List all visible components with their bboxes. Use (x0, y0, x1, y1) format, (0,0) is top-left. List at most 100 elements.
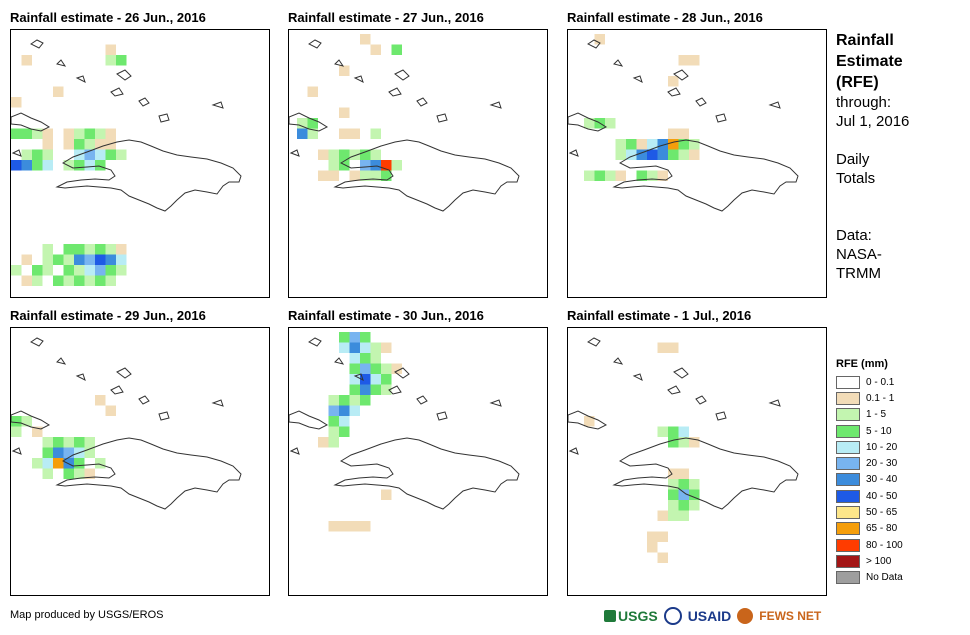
rain-cell (21, 149, 32, 160)
rain-cell (63, 265, 74, 276)
rain-cell (63, 275, 74, 286)
rain-cell (657, 552, 668, 563)
rain-cell (63, 437, 74, 448)
rain-cell (381, 374, 392, 385)
rain-cell (668, 510, 679, 521)
rain-cell (349, 149, 360, 160)
rain-cell (116, 149, 127, 160)
rain-cell (42, 468, 53, 479)
usgs-mark-icon (604, 610, 616, 622)
rain-cell (349, 363, 360, 374)
map-frame (10, 327, 270, 596)
rain-cell (594, 34, 605, 45)
rain-cell (328, 416, 339, 427)
rain-cell (84, 254, 95, 265)
rain-cell (84, 468, 95, 479)
rain-cell (32, 426, 43, 437)
rain-cell (74, 254, 85, 265)
rain-cell (63, 468, 74, 479)
map-frame (10, 29, 270, 298)
rain-cell (307, 118, 318, 129)
rain-cell (11, 265, 22, 276)
rain-cell (689, 149, 700, 160)
rain-cell (328, 437, 339, 448)
coastline (289, 39, 520, 212)
rain-cell (584, 170, 595, 181)
rain-cell (647, 542, 658, 553)
legend-swatch (836, 489, 860, 503)
rain-cell (328, 149, 339, 160)
rain-cell (116, 265, 127, 276)
legend-item: 30 - 40 (836, 472, 903, 488)
rain-cell (32, 160, 43, 171)
daily-label: Daily (836, 151, 870, 168)
rain-cell (63, 128, 74, 139)
rain-cell (584, 416, 595, 427)
rain-cell (95, 265, 106, 276)
coastline (11, 337, 242, 510)
legend-swatch (836, 408, 860, 422)
usaid-logo: USAID (687, 608, 732, 624)
rain-cell (668, 76, 679, 87)
map-frame (567, 327, 827, 596)
legend-label: 20 - 30 (866, 458, 898, 470)
rain-cell (84, 160, 95, 171)
rain-cell (42, 139, 53, 150)
legend-label: 50 - 65 (866, 507, 898, 519)
side-title-line: Rainfall (836, 32, 894, 49)
rain-cell (668, 489, 679, 500)
rain-cell (318, 437, 329, 448)
rain-cell (360, 149, 371, 160)
rain-cell (339, 149, 350, 160)
legend-item: > 100 (836, 553, 903, 569)
rain-cell (63, 160, 74, 171)
rainfall-map (568, 34, 799, 212)
rain-cell (63, 139, 74, 150)
rain-cell (657, 531, 668, 542)
legend-label: 5 - 10 (866, 425, 892, 437)
rain-cell (349, 353, 360, 364)
side-info: Rainfall Estimate (RFE) through: Jul 1, … (836, 30, 966, 283)
rain-cell (297, 128, 308, 139)
rain-cell (370, 374, 381, 385)
coastline (568, 337, 799, 510)
map-frame (567, 29, 827, 298)
legend-label: 1 - 5 (866, 409, 887, 421)
rain-cell (370, 353, 381, 364)
legend-item: 40 - 50 (836, 488, 903, 504)
rain-cell (307, 86, 318, 97)
rain-cell (349, 342, 360, 353)
map-frame (288, 327, 548, 596)
legend-swatch (836, 473, 860, 487)
rain-cell (678, 426, 689, 437)
rain-cell (42, 447, 53, 458)
rain-cell (668, 500, 679, 511)
rain-cell (84, 139, 95, 150)
rain-cell (657, 139, 668, 150)
rain-cell (95, 160, 106, 171)
rain-cell (668, 468, 679, 479)
rain-cell (349, 405, 360, 416)
rain-cell (668, 426, 679, 437)
rain-cell (74, 160, 85, 171)
rain-cell (32, 458, 43, 469)
through-date: Jul 1, 2016 (836, 113, 910, 130)
rain-cell (74, 265, 85, 276)
rain-cell (391, 363, 402, 374)
rain-cell (584, 118, 595, 129)
map-panel-5: Rainfall estimate - 30 Jun., 2016 (288, 308, 568, 598)
rain-cell (689, 489, 700, 500)
map-frame (288, 29, 548, 298)
legend-item: 0.1 - 1 (836, 390, 903, 406)
legend-item: 50 - 65 (836, 504, 903, 520)
rain-cell (42, 149, 53, 160)
rain-cell (105, 265, 116, 276)
data-source-line: TRMM (836, 265, 881, 282)
rain-cell (349, 374, 360, 385)
map-panel-4: Rainfall estimate - 29 Jun., 2016 (10, 308, 290, 598)
rain-cell (370, 149, 381, 160)
through-label: through: (836, 94, 892, 111)
rain-cell (63, 458, 74, 469)
rain-cell (84, 149, 95, 160)
rain-cell (42, 244, 53, 255)
